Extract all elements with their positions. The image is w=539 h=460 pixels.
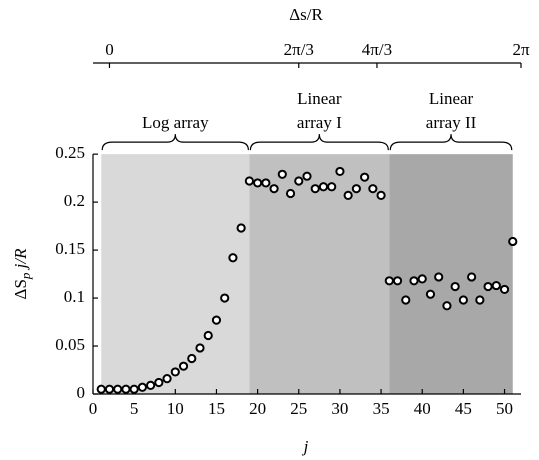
x-tick-label: 50 [496,399,513,418]
top-tick-label: 2π [512,40,530,59]
y-label-main: ΔS [11,279,30,299]
point [491,280,501,291]
x-tick-label: 20 [249,399,266,418]
point [318,182,329,192]
top-tick-label: 0 [105,40,114,59]
region-shade [389,154,513,394]
point [409,276,419,286]
brace [101,134,249,151]
point [170,367,180,377]
x-tick-label: 40 [414,399,431,418]
point [327,182,337,192]
y-label-rest: j/R [11,248,30,273]
point [302,171,312,181]
point [475,295,485,305]
top-tick-label: 4π/3 [362,40,392,59]
top-axis-label: Δs/R [289,5,323,24]
brace [389,134,513,151]
y-label-sub: p [18,272,33,280]
point [384,276,394,286]
region-label: array I [297,113,342,132]
region-shade [249,154,390,394]
point [178,361,189,371]
point [335,166,345,177]
y-tick-label: 0.25 [55,143,85,162]
x-axis-label: j [302,437,309,456]
x-tick-label: 35 [373,399,390,418]
point [253,178,263,188]
point [467,272,477,282]
point [146,380,156,390]
point [310,184,320,194]
y-tick-label: 0.2 [64,191,85,210]
region-shade [101,154,250,394]
point [162,374,172,384]
point [425,289,436,299]
point [113,384,123,394]
point [211,315,222,325]
point [360,172,370,182]
point [121,384,131,394]
point [104,384,115,394]
point [434,272,444,282]
point [244,176,254,186]
point [442,301,452,311]
point [96,384,106,394]
x-tick-label: 30 [331,399,348,418]
top-tick-label: 2π/3 [284,40,314,59]
point [285,188,296,199]
point [220,293,230,303]
point [261,178,271,188]
y-axis-label: ΔSp j/R [11,248,33,300]
point [236,223,246,233]
x-tick-label: 25 [290,399,307,418]
region-label: array II [426,113,477,132]
point [269,184,279,194]
point [450,281,460,292]
point [137,382,147,392]
point [294,176,304,186]
point [195,343,205,353]
y-tick-label: 0.05 [55,335,85,354]
point [458,295,468,305]
x-tick-label: 15 [208,399,225,418]
point [343,190,353,200]
region-label: Log array [142,113,209,132]
x-tick-label: 0 [89,399,98,418]
point [376,190,386,200]
point [154,377,164,388]
y-tick-label: 0.15 [55,239,85,258]
point [351,184,361,194]
x-tick-label: 45 [455,399,472,418]
y-tick-label: 0.1 [64,287,85,306]
point [277,169,287,179]
point [401,295,411,305]
region-label: Linear [429,89,474,108]
point [228,253,238,263]
point [129,384,139,394]
point [508,236,518,247]
point [417,274,427,284]
point [203,330,213,341]
region-label: Linear [297,89,342,108]
brace [249,134,389,151]
point [499,284,510,295]
point [187,353,197,364]
x-tick-label: 10 [167,399,184,418]
point [392,276,403,286]
point [368,184,378,194]
y-tick-label: 0 [77,383,86,402]
point [483,281,493,292]
x-tick-label: 5 [130,399,139,418]
